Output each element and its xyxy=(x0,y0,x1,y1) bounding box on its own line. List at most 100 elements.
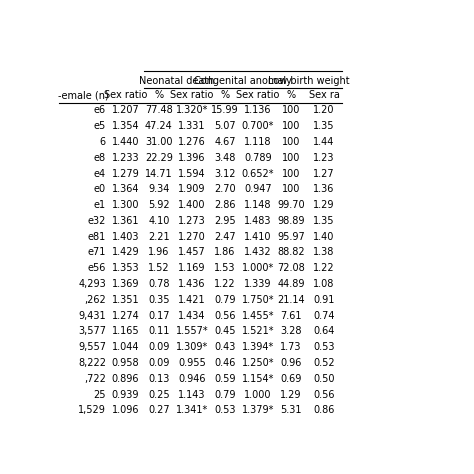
Text: 1.096: 1.096 xyxy=(111,405,139,415)
Text: 100: 100 xyxy=(282,137,300,147)
Text: 0.64: 0.64 xyxy=(313,327,335,337)
Text: %: % xyxy=(154,90,164,100)
Text: Sex ra: Sex ra xyxy=(309,90,339,100)
Text: 1.909: 1.909 xyxy=(178,184,206,194)
Text: 1.86: 1.86 xyxy=(214,247,236,257)
Text: 1.233: 1.233 xyxy=(111,153,139,163)
Text: 1.396: 1.396 xyxy=(178,153,206,163)
Text: 1.96: 1.96 xyxy=(148,247,170,257)
Text: 1.36: 1.36 xyxy=(313,184,335,194)
Text: 1.44: 1.44 xyxy=(313,137,335,147)
Text: 1.169: 1.169 xyxy=(178,263,206,273)
Text: 0.79: 0.79 xyxy=(214,390,236,400)
Text: 4.67: 4.67 xyxy=(214,137,236,147)
Text: 1.22: 1.22 xyxy=(214,279,236,289)
Text: e1: e1 xyxy=(94,200,106,210)
Text: 1.436: 1.436 xyxy=(178,279,206,289)
Text: 5.07: 5.07 xyxy=(214,121,236,131)
Text: 1.369: 1.369 xyxy=(111,279,139,289)
Text: 0.13: 0.13 xyxy=(148,374,170,384)
Text: 0.17: 0.17 xyxy=(148,310,170,320)
Text: 1.361: 1.361 xyxy=(111,216,139,226)
Text: 1.394*: 1.394* xyxy=(242,342,274,352)
Text: 1.35: 1.35 xyxy=(313,121,335,131)
Text: 77.48: 77.48 xyxy=(145,105,173,115)
Text: 3.28: 3.28 xyxy=(280,327,302,337)
Text: 21.14: 21.14 xyxy=(277,295,305,305)
Text: 0.91: 0.91 xyxy=(313,295,335,305)
Text: 0.46: 0.46 xyxy=(214,358,236,368)
Text: 0.946: 0.946 xyxy=(178,374,206,384)
Text: 1.379*: 1.379* xyxy=(242,405,274,415)
Text: 1.455*: 1.455* xyxy=(242,310,274,320)
Text: Low birth weight: Low birth weight xyxy=(268,76,350,86)
Text: 1.400: 1.400 xyxy=(178,200,206,210)
Text: 1.250*: 1.250* xyxy=(242,358,274,368)
Text: 5.92: 5.92 xyxy=(148,200,170,210)
Text: 1.434: 1.434 xyxy=(178,310,206,320)
Text: e71: e71 xyxy=(88,247,106,257)
Text: 0.69: 0.69 xyxy=(280,374,302,384)
Text: 1.29: 1.29 xyxy=(280,390,302,400)
Text: 1.207: 1.207 xyxy=(111,105,139,115)
Text: 4,293: 4,293 xyxy=(78,279,106,289)
Text: 1.300: 1.300 xyxy=(111,200,139,210)
Text: 1.364: 1.364 xyxy=(111,184,139,194)
Text: 47.24: 47.24 xyxy=(145,121,173,131)
Text: 1.73: 1.73 xyxy=(280,342,302,352)
Text: 1.29: 1.29 xyxy=(313,200,335,210)
Text: 100: 100 xyxy=(282,121,300,131)
Text: 1.320*: 1.320* xyxy=(176,105,208,115)
Text: e4: e4 xyxy=(94,169,106,179)
Text: 1.000*: 1.000* xyxy=(242,263,274,273)
Text: 1.118: 1.118 xyxy=(244,137,272,147)
Text: 5.31: 5.31 xyxy=(280,405,302,415)
Text: 1.08: 1.08 xyxy=(313,279,335,289)
Text: 0.09: 0.09 xyxy=(148,358,170,368)
Text: e5: e5 xyxy=(94,121,106,131)
Text: 1.457: 1.457 xyxy=(178,247,206,257)
Text: 14.71: 14.71 xyxy=(145,169,173,179)
Text: 100: 100 xyxy=(282,184,300,194)
Text: 1.339: 1.339 xyxy=(244,279,272,289)
Text: 1.429: 1.429 xyxy=(111,247,139,257)
Text: 4.10: 4.10 xyxy=(148,216,170,226)
Text: 44.89: 44.89 xyxy=(277,279,305,289)
Text: 1.309*: 1.309* xyxy=(176,342,208,352)
Text: 100: 100 xyxy=(282,105,300,115)
Text: 1.279: 1.279 xyxy=(111,169,139,179)
Text: 1.421: 1.421 xyxy=(178,295,206,305)
Text: 9,431: 9,431 xyxy=(78,310,106,320)
Text: 1.353: 1.353 xyxy=(111,263,139,273)
Text: 1.273: 1.273 xyxy=(178,216,206,226)
Text: 0.59: 0.59 xyxy=(214,374,236,384)
Text: 0.652*: 0.652* xyxy=(242,169,274,179)
Text: 1.331: 1.331 xyxy=(178,121,206,131)
Text: Sex ratio: Sex ratio xyxy=(170,90,214,100)
Text: 0.53: 0.53 xyxy=(313,342,335,352)
Text: 31.00: 31.00 xyxy=(145,137,173,147)
Text: 1.23: 1.23 xyxy=(313,153,335,163)
Text: 1.52: 1.52 xyxy=(148,263,170,273)
Text: 1.354: 1.354 xyxy=(111,121,139,131)
Text: 1.000: 1.000 xyxy=(244,390,272,400)
Text: 0.700*: 0.700* xyxy=(242,121,274,131)
Text: 1.750*: 1.750* xyxy=(242,295,274,305)
Text: 0.56: 0.56 xyxy=(313,390,335,400)
Text: 0.45: 0.45 xyxy=(214,327,236,337)
Text: 1.165: 1.165 xyxy=(111,327,139,337)
Text: 15.99: 15.99 xyxy=(211,105,239,115)
Text: 7.61: 7.61 xyxy=(280,310,302,320)
Text: 0.74: 0.74 xyxy=(313,310,335,320)
Text: 1.341*: 1.341* xyxy=(176,405,208,415)
Text: Neonatal death: Neonatal death xyxy=(139,76,215,86)
Text: 0.11: 0.11 xyxy=(148,327,170,337)
Text: ,262: ,262 xyxy=(84,295,106,305)
Text: 0.896: 0.896 xyxy=(111,374,139,384)
Text: 98.89: 98.89 xyxy=(277,216,305,226)
Text: 0.79: 0.79 xyxy=(214,295,236,305)
Text: 2.86: 2.86 xyxy=(214,200,236,210)
Text: 88.82: 88.82 xyxy=(277,247,305,257)
Text: 1.432: 1.432 xyxy=(244,247,272,257)
Text: 3.48: 3.48 xyxy=(214,153,236,163)
